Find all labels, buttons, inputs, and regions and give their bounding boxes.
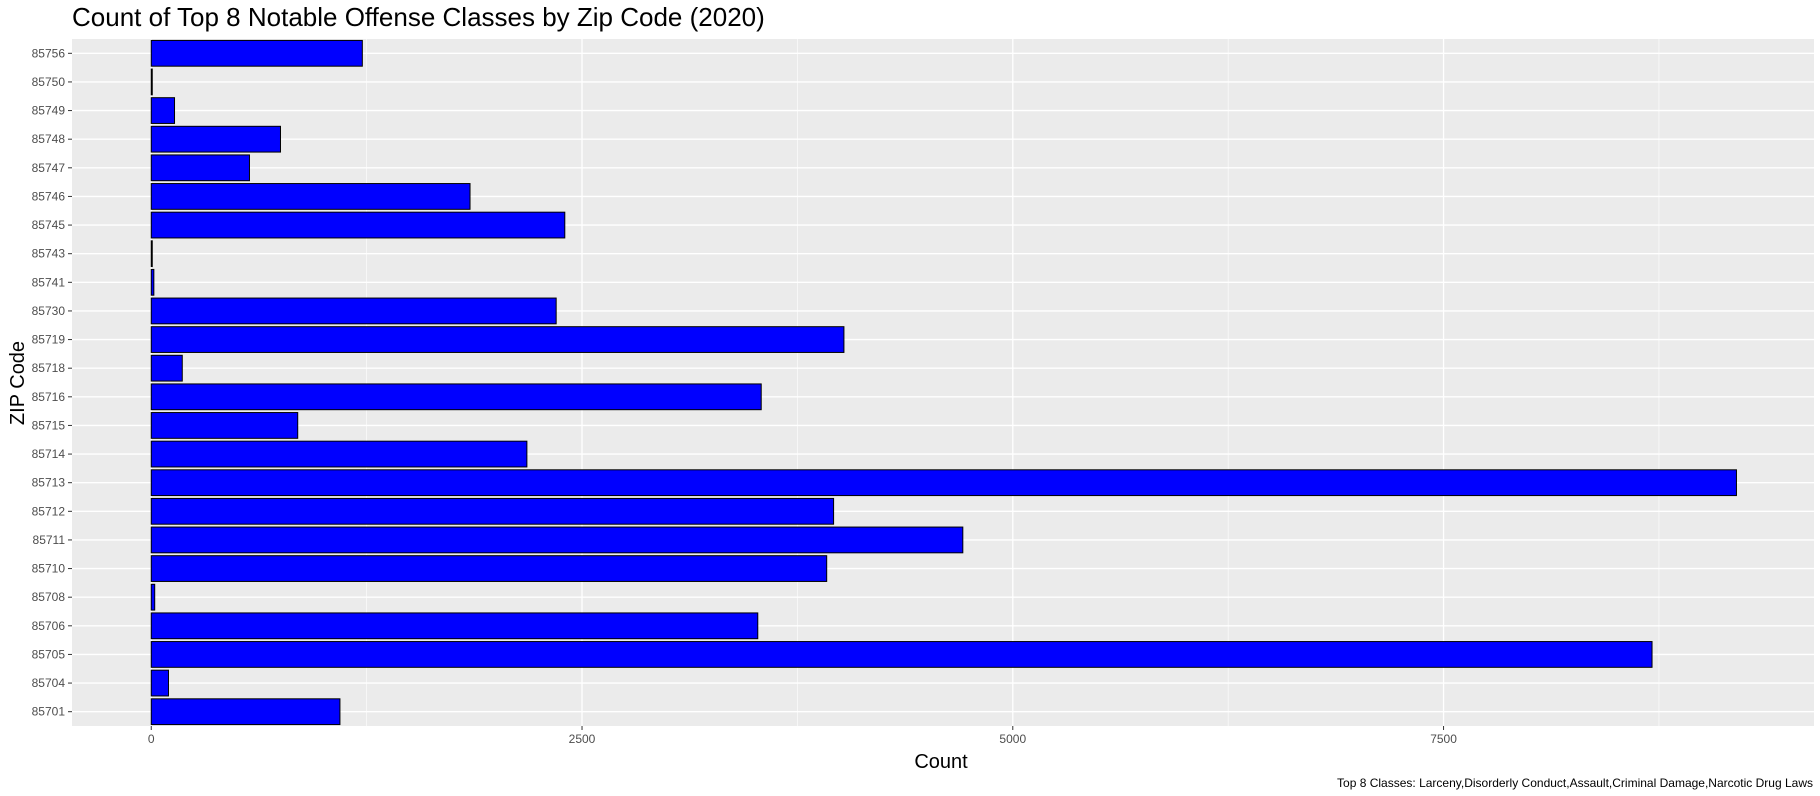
bar [150,211,566,239]
bar [150,97,176,124]
bar [150,412,299,439]
y-tick-label: 85716 [32,390,66,404]
y-tick-label: 85714 [32,447,66,461]
y-tick-label: 85704 [32,676,66,690]
x-tick-label: 2500 [569,732,596,746]
chart-title: Count of Top 8 Notable Offense Classes b… [72,2,765,32]
y-tick-label: 85730 [32,304,66,318]
bar [150,698,341,726]
bar [150,383,762,411]
y-tick-label: 85708 [32,590,66,604]
x-axis-title: Count [914,751,968,773]
y-tick-label: 85710 [32,562,66,576]
x-tick-label: 5000 [999,732,1026,746]
bar [150,469,1737,497]
bars [150,39,1737,726]
y-tick-label: 85701 [32,705,66,719]
y-tick-label: 85719 [32,333,66,347]
bar [150,125,281,153]
y-tick-label: 85705 [32,647,66,661]
y-tick-label: 85713 [32,476,66,490]
y-tick-label: 85745 [32,218,66,232]
y-tick-label: 85743 [32,247,66,261]
y-tick-label: 85749 [32,104,66,118]
bar [150,641,1653,668]
bar [150,440,528,468]
y-tick-label: 85746 [32,189,66,203]
bar [150,583,156,611]
y-tick-label: 85706 [32,619,66,633]
y-axis: 85701 85704 85705 85706 85708 85710 85711 85712… [32,46,72,719]
plot-panel [72,39,1814,726]
bar [150,39,363,67]
bar [150,669,169,697]
y-tick-label: 85750 [32,75,66,89]
bar [150,68,153,96]
bar [150,555,828,582]
y-tick-label: 85712 [32,504,66,518]
x-axis: 0 2500 5000 7500 [148,726,1457,746]
x-tick-label: 0 [148,732,155,746]
bar [150,612,759,640]
minor-gridlines [366,39,1660,726]
bar [150,354,183,382]
bar [150,154,250,182]
y-tick-label: 85747 [32,161,66,175]
bar [150,297,557,325]
y-tick-label: 85718 [32,361,66,375]
y-tick-label: 85741 [32,275,66,289]
bar [150,268,155,296]
bar [150,240,153,268]
chart-caption: Top 8 Classes: Larceny,Disorderly Conduc… [1337,776,1813,790]
y-tick-label: 85715 [32,418,66,432]
y-tick-label: 85748 [32,132,66,146]
bar [150,526,964,554]
y-tick-label: 85711 [33,533,66,547]
y-axis-title: ZIP Code [7,341,29,425]
y-tick-label: 85756 [32,46,66,60]
bar [150,183,471,210]
x-tick-label: 7500 [1430,732,1457,746]
bar [150,497,835,525]
bar [150,326,845,353]
